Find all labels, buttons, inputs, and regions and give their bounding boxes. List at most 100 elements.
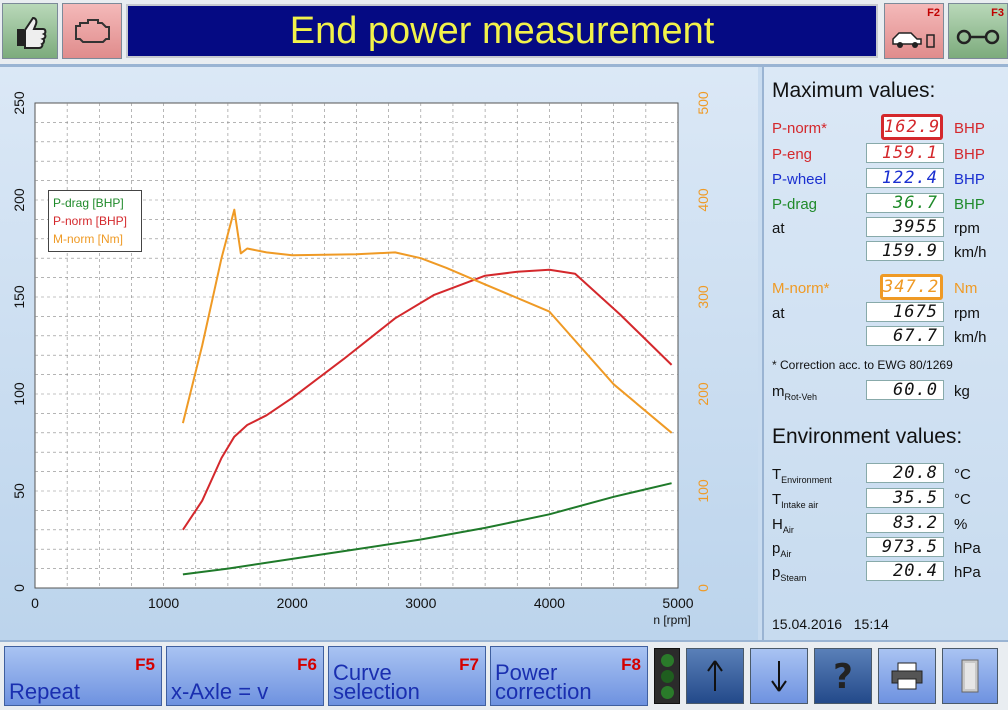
f7-key-label: F7 — [459, 655, 479, 674]
p-drag-label: P-drag — [772, 196, 818, 213]
p-steam-unit: hPa — [954, 564, 981, 581]
help-icon: ? — [833, 658, 853, 694]
p-steam-label: pSteam — [772, 564, 807, 583]
m-at-rpm-unit: rpm — [954, 305, 980, 322]
p-eng-label: P-eng — [772, 146, 813, 163]
m-at-rpm-value: 1675 — [866, 302, 944, 322]
max-values-heading: Maximum values: — [772, 79, 936, 102]
m-rot-unit: kg — [954, 383, 970, 400]
legend-p-drag: P-drag [BHP] — [53, 196, 124, 210]
t-intake-value: 35.5 — [866, 488, 944, 508]
x-tick-label: 1000 — [148, 595, 179, 611]
engine-icon — [75, 19, 110, 43]
p-drag-value: 36.7 — [866, 193, 944, 213]
p-norm-value: 162.9 — [881, 114, 943, 140]
y-right-tick-label: 300 — [695, 285, 711, 309]
printer-icon — [891, 662, 923, 690]
legend-m-norm: M-norm [Nm] — [53, 232, 123, 246]
t-environment-unit: °C — [954, 466, 971, 483]
f6-key-label: F6 — [297, 655, 317, 674]
m-at-label: at — [772, 305, 785, 322]
exit-door-icon — [961, 659, 979, 693]
title-bar: End power measurement — [126, 4, 878, 58]
p-at-label: at — [772, 220, 785, 237]
x-tick-label: 4000 — [534, 595, 565, 611]
p-steam-value: 20.4 — [866, 561, 944, 581]
y-left-tick-label: 100 — [11, 382, 27, 406]
x-axle-label: x-Axle = v — [171, 679, 269, 704]
correction-note: * Correction acc. to EWG 80/1269 — [772, 358, 953, 372]
p-drag-unit: BHP — [954, 196, 985, 213]
x-axis-label: n [rpm] — [653, 613, 690, 627]
y-right-tick-label: 400 — [695, 188, 711, 212]
svg-text:?: ? — [833, 658, 853, 694]
help-button[interactable]: ? — [814, 648, 872, 704]
rollers-icon — [956, 30, 1000, 45]
p-drag-line — [182, 482, 672, 576]
p-wheel-unit: BHP — [954, 171, 985, 188]
page-title: End power measurement — [289, 10, 715, 52]
m-norm-value: 347.2 — [880, 274, 943, 300]
h-air-unit: % — [954, 516, 968, 533]
t-environment-label: TEnvironment — [772, 466, 832, 485]
p-eng-unit: BHP — [954, 146, 985, 163]
arrow-down-icon — [771, 661, 787, 692]
m-at-speed-value: 67.7 — [866, 326, 944, 346]
repeat-button[interactable]: F5 Repeat — [4, 646, 162, 706]
scroll-up-button[interactable] — [686, 648, 744, 704]
arrow-up-icon — [707, 660, 723, 691]
car-dyno-button[interactable]: F2 — [884, 3, 944, 59]
x-axle-button[interactable]: F6 x-Axle = v — [166, 646, 324, 706]
time-text: 15:14 — [853, 616, 889, 632]
y-left-tick-label: 250 — [11, 91, 27, 115]
legend-p-norm: P-norm [BHP] — [53, 214, 128, 228]
repeat-label: Repeat — [9, 679, 80, 704]
function-bar: F5 Repeat F6 x-Axle = v F7 Curve selecti… — [0, 640, 1008, 710]
scroll-down-button[interactable] — [750, 648, 808, 704]
p-air-value: 973.5 — [866, 537, 944, 557]
m-norm-unit: Nm — [954, 280, 978, 297]
y-left-tick-label: 50 — [11, 483, 27, 499]
y-left-tick-label: 0 — [11, 584, 27, 592]
f5-key-label: F5 — [135, 655, 155, 674]
power-correction-label: Power correction — [495, 660, 592, 704]
m-norm-label: M-norm* — [772, 280, 830, 297]
p-eng-value: 159.1 — [866, 143, 944, 163]
f8-key-label: F8 — [621, 655, 641, 674]
traffic-light-icon — [654, 648, 680, 704]
p-norm-unit: BHP — [954, 120, 985, 137]
m-rot-label: mRot-Veh — [772, 383, 818, 402]
f3-key-label: F3 — [991, 7, 1004, 19]
p-air-unit: hPa — [954, 540, 981, 557]
y-right-tick-label: 500 — [695, 91, 711, 115]
rollers-button[interactable]: F3 — [948, 3, 1008, 59]
p-air-label: pAir — [772, 540, 792, 559]
p-at-rpm-unit: rpm — [954, 220, 980, 237]
p-at-speed-value: 159.9 — [866, 241, 944, 261]
x-tick-label: 5000 — [662, 595, 693, 611]
m-norm-line — [181, 208, 673, 434]
curve-selection-label: Curve selection — [333, 660, 420, 704]
m-at-speed-unit: km/h — [954, 329, 987, 346]
t-environment-value: 20.8 — [866, 463, 944, 483]
chart-panel: 0 1000 2000 3000 4000 5000 n [rpm] 0 50 100 150 200… — [0, 67, 758, 640]
p-at-speed-unit: km/h — [954, 244, 987, 261]
y-left-tick-label: 200 — [11, 188, 27, 212]
date-time: 15.04.2016 15:14 — [772, 616, 889, 632]
y-right-tick-label: 100 — [695, 479, 711, 503]
chart-legend: P-drag [BHP] P-norm [BHP] M-norm [Nm] — [48, 190, 142, 252]
print-button[interactable] — [878, 648, 936, 704]
y-left-tick-label: 150 — [11, 285, 27, 309]
p-norm-line — [182, 268, 673, 531]
p-wheel-value: 122.4 — [866, 168, 944, 188]
accept-button[interactable] — [2, 3, 58, 59]
p-at-rpm-value: 3955 — [866, 217, 944, 237]
date-text: 15.04.2016 — [772, 616, 843, 632]
values-panel: Maximum values: P-norm* 162.9 BHP P-eng … — [762, 67, 1008, 640]
x-tick-label: 2000 — [277, 595, 308, 611]
exit-button[interactable] — [942, 648, 998, 704]
power-correction-button[interactable]: F8 Power correction — [490, 646, 648, 706]
engine-button[interactable] — [62, 3, 122, 59]
curve-selection-button[interactable]: F7 Curve selection — [328, 646, 486, 706]
